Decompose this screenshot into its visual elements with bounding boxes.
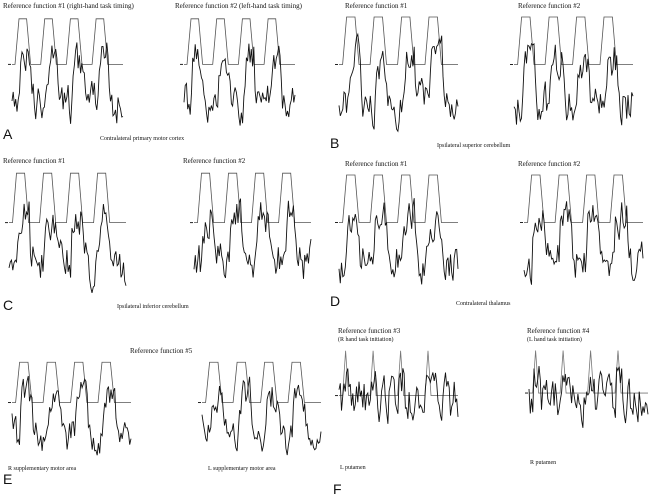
- signal-line: [8, 201, 127, 293]
- reference-function-line: [202, 361, 321, 403]
- chart-title-a2: Reference function #2 (left-hand task ti…: [175, 2, 302, 10]
- signal-line: [513, 42, 634, 126]
- signal-line: [338, 32, 459, 133]
- caption-b: Ipsilateral superior cerebellum: [437, 143, 511, 149]
- reference-function-line: [514, 16, 633, 65]
- plot-a1: [8, 18, 124, 124]
- signal-line: [11, 375, 132, 456]
- caption-d: Contralateral thalamus: [456, 301, 511, 307]
- reference-function-line: [12, 18, 123, 65]
- plot-c2: [190, 172, 312, 279]
- plot-f1: [335, 350, 459, 424]
- reference-function-line: [339, 174, 458, 223]
- plot-e1: [8, 361, 132, 456]
- chart-subtitle-f2: (L hand task initiation): [527, 337, 582, 343]
- reference-function-line: [9, 172, 126, 223]
- reference-function-line: [12, 361, 131, 403]
- panel-letter-c: C: [3, 297, 14, 313]
- signal-line: [11, 42, 124, 124]
- chart-title-b2: Reference function #2: [518, 2, 581, 10]
- chart-title-b1: Reference function #1: [345, 2, 408, 10]
- reference-function-line: [524, 174, 643, 223]
- caption-c: Ipsilateral inferior cerebellum: [117, 304, 189, 310]
- caption-e1: R supplementary motor area: [8, 466, 77, 472]
- plot-c1: [5, 172, 127, 293]
- panel-letter-a: A: [3, 126, 13, 142]
- chart-title-d1: Reference function #1: [345, 160, 408, 168]
- plot-f2: [525, 350, 649, 428]
- caption-f2: R putamen: [530, 460, 557, 466]
- plot-d2: [520, 174, 644, 285]
- chart-title-c2: Reference function #2: [183, 157, 246, 165]
- caption-a: Contralateral primary motor cortex: [100, 136, 185, 142]
- panel-letter-d: D: [330, 293, 341, 309]
- chart-title-a1: Reference function #1 (right-hand task t…: [3, 2, 134, 10]
- plot-b2: [510, 16, 634, 126]
- plot-d1: [335, 174, 459, 285]
- signal-line: [528, 366, 649, 428]
- caption-f1: L putamen: [340, 465, 366, 471]
- panel-letter-b: B: [330, 135, 340, 151]
- chart-title-f2: Reference function #4: [527, 327, 590, 335]
- chart-title-f1: Reference function #3: [338, 327, 401, 335]
- reference-function-line: [339, 16, 458, 65]
- reference-function-line: [339, 350, 458, 396]
- signal-line: [338, 368, 459, 424]
- caption-e2: L supplementary motor area: [208, 466, 276, 472]
- chart-title-c1: Reference function #1: [3, 157, 66, 165]
- chart-subtitle-f1: (R hand task initiation): [338, 337, 394, 343]
- signal-line: [193, 198, 312, 279]
- plot-a2: [180, 18, 296, 126]
- panel-letter-f: F: [333, 481, 342, 497]
- reference-function-line: [529, 350, 648, 394]
- chart-title-d2: Reference function #2: [518, 160, 581, 168]
- plot-e2: [198, 361, 322, 456]
- signal-line: [338, 198, 459, 285]
- plot-b1: [335, 16, 459, 133]
- signal-line: [523, 201, 644, 285]
- reference-function-line: [184, 18, 295, 65]
- signal-line: [201, 376, 322, 456]
- panel-letter-e: E: [3, 471, 13, 487]
- chart-title-e: Reference function #5: [130, 347, 193, 355]
- reference-function-line: [194, 172, 311, 223]
- signal-line: [183, 43, 296, 126]
